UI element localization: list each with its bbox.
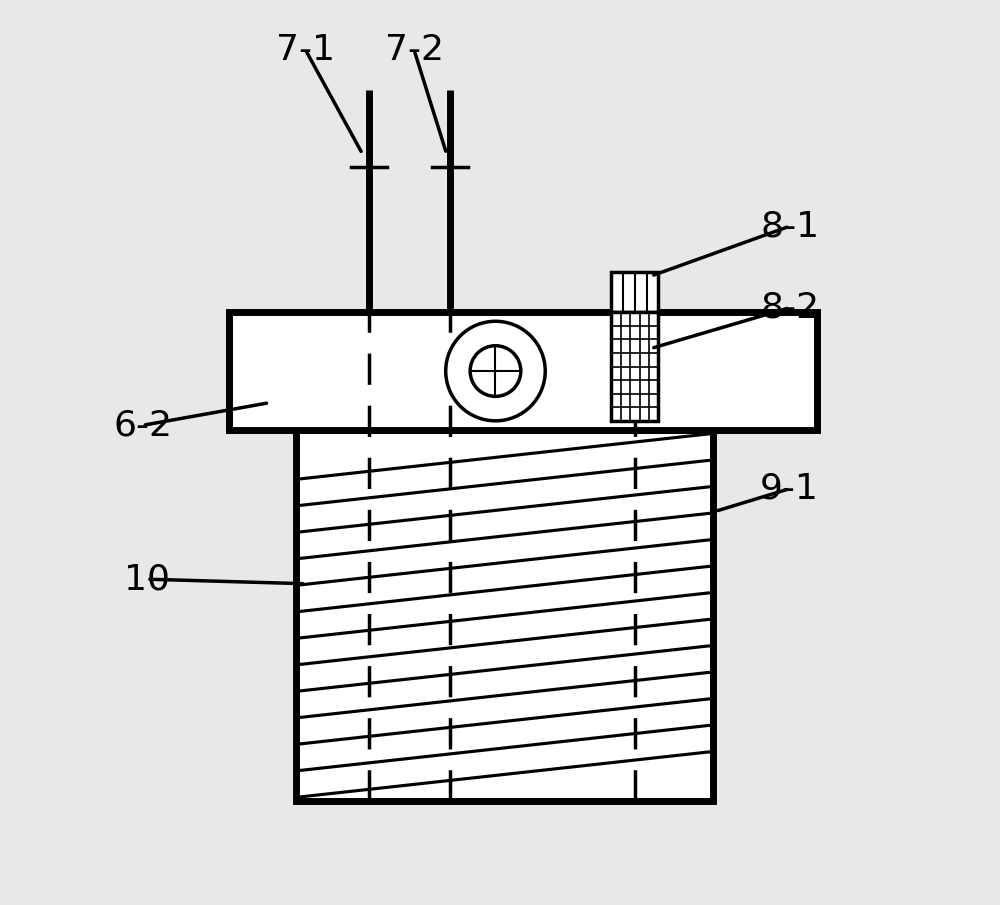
Text: 7-1: 7-1 bbox=[276, 33, 335, 67]
Text: 10: 10 bbox=[124, 562, 170, 596]
Text: 8-1: 8-1 bbox=[760, 209, 819, 243]
Text: 8-2: 8-2 bbox=[760, 291, 819, 325]
Text: 9-1: 9-1 bbox=[760, 472, 819, 506]
Circle shape bbox=[470, 346, 521, 396]
Text: 7-2: 7-2 bbox=[385, 33, 444, 67]
Bar bbox=[296, 430, 713, 801]
Circle shape bbox=[446, 321, 545, 421]
Bar bbox=[228, 312, 817, 430]
Text: 6-2: 6-2 bbox=[113, 408, 172, 443]
Bar bbox=[611, 272, 658, 312]
Bar bbox=[611, 312, 658, 421]
